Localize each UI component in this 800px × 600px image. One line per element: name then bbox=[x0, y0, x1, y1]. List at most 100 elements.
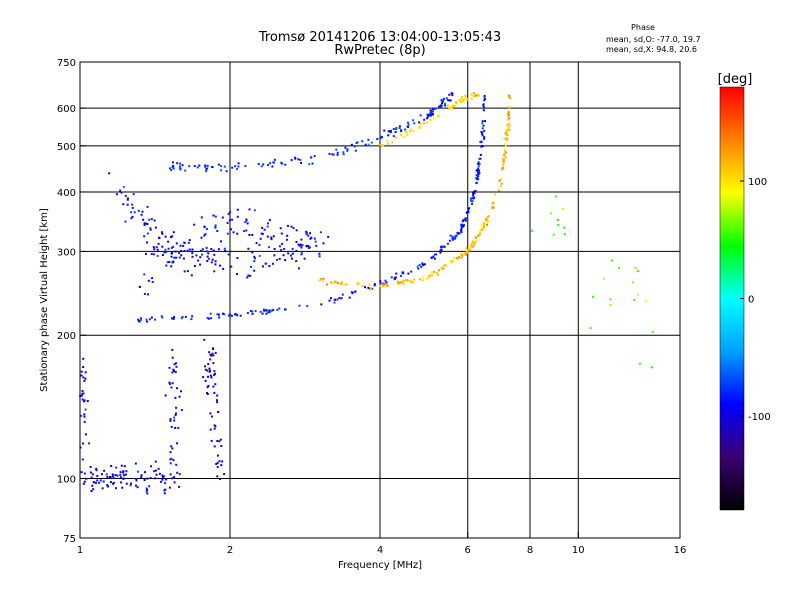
data-point bbox=[260, 232, 263, 235]
data-point bbox=[308, 247, 310, 249]
data-point bbox=[435, 253, 438, 256]
data-point bbox=[503, 158, 506, 160]
data-point bbox=[477, 175, 480, 178]
data-point bbox=[389, 129, 392, 132]
data-point bbox=[455, 101, 458, 104]
data-point bbox=[504, 133, 507, 136]
data-point bbox=[169, 419, 172, 422]
data-point bbox=[423, 122, 426, 125]
data-point bbox=[122, 203, 125, 206]
data-point bbox=[461, 225, 464, 228]
phase-legend-x: mean, sd,X: 94.8, 20.6 bbox=[606, 45, 697, 54]
data-point bbox=[507, 126, 510, 129]
data-point bbox=[634, 267, 637, 269]
data-point bbox=[281, 242, 284, 245]
data-point bbox=[171, 477, 174, 480]
data-point bbox=[287, 252, 290, 255]
y-tick-label: 75 bbox=[63, 534, 76, 545]
data-point bbox=[507, 94, 510, 97]
data-point bbox=[157, 467, 160, 470]
data-point bbox=[504, 143, 507, 146]
data-point bbox=[451, 104, 454, 106]
data-point bbox=[180, 317, 183, 320]
data-point bbox=[108, 172, 111, 175]
data-point bbox=[122, 470, 125, 473]
data-point bbox=[134, 462, 137, 465]
data-point bbox=[140, 213, 143, 216]
data-point bbox=[379, 285, 382, 288]
data-point bbox=[175, 362, 177, 365]
data-point bbox=[206, 167, 209, 170]
data-point bbox=[433, 271, 436, 274]
data-point bbox=[407, 123, 410, 126]
data-point bbox=[174, 396, 177, 399]
data-point bbox=[172, 245, 175, 248]
data-point bbox=[480, 130, 483, 133]
data-point bbox=[83, 420, 86, 423]
data-point bbox=[146, 241, 148, 244]
data-point bbox=[96, 474, 99, 477]
data-point bbox=[171, 371, 174, 374]
data-point bbox=[145, 490, 148, 493]
data-point bbox=[479, 232, 482, 235]
data-point bbox=[231, 166, 234, 169]
data-point bbox=[119, 476, 122, 479]
data-point bbox=[633, 299, 636, 302]
data-point bbox=[284, 259, 287, 262]
data-point bbox=[266, 311, 269, 314]
data-point bbox=[509, 96, 511, 99]
data-point bbox=[80, 471, 83, 474]
data-point bbox=[383, 283, 386, 285]
data-point bbox=[394, 136, 397, 139]
data-point bbox=[208, 351, 211, 354]
data-point bbox=[268, 311, 271, 313]
data-point bbox=[163, 492, 166, 495]
data-point bbox=[107, 485, 110, 488]
data-point bbox=[383, 129, 386, 132]
data-point bbox=[217, 454, 219, 457]
data-point bbox=[248, 208, 251, 211]
data-point bbox=[503, 149, 506, 152]
data-point bbox=[161, 474, 164, 477]
data-point bbox=[126, 203, 129, 206]
data-point bbox=[171, 348, 174, 351]
data-point bbox=[339, 282, 342, 285]
data-point bbox=[80, 394, 83, 397]
data-point bbox=[445, 97, 448, 100]
data-point bbox=[169, 458, 172, 461]
data-point bbox=[422, 264, 425, 267]
data-point bbox=[508, 128, 511, 131]
data-point bbox=[175, 242, 178, 245]
data-point bbox=[379, 144, 382, 147]
data-point bbox=[297, 267, 300, 270]
data-point bbox=[266, 225, 269, 228]
data-point bbox=[83, 379, 86, 382]
data-point bbox=[435, 272, 438, 275]
data-point bbox=[464, 97, 467, 100]
data-point bbox=[432, 108, 435, 111]
x-tick-label: 10 bbox=[572, 545, 585, 556]
data-point bbox=[191, 315, 194, 318]
data-point bbox=[269, 162, 272, 165]
data-point bbox=[160, 480, 162, 483]
data-point bbox=[190, 318, 193, 321]
data-point bbox=[481, 134, 484, 137]
data-point bbox=[204, 233, 207, 236]
x-tick-label: 8 bbox=[527, 545, 533, 556]
data-point bbox=[131, 203, 134, 206]
data-point bbox=[474, 94, 477, 97]
data-point bbox=[140, 317, 142, 320]
data-point bbox=[472, 192, 475, 195]
data-point bbox=[228, 219, 231, 222]
data-point bbox=[122, 471, 125, 474]
data-point bbox=[216, 475, 219, 478]
data-point bbox=[460, 253, 462, 256]
data-point bbox=[148, 318, 151, 321]
data-point bbox=[481, 132, 483, 135]
data-point bbox=[449, 107, 452, 110]
data-point bbox=[119, 471, 122, 474]
colorbar-unit: [deg] bbox=[718, 72, 753, 87]
data-point bbox=[392, 128, 395, 130]
data-point bbox=[471, 240, 474, 243]
data-point bbox=[153, 470, 156, 473]
